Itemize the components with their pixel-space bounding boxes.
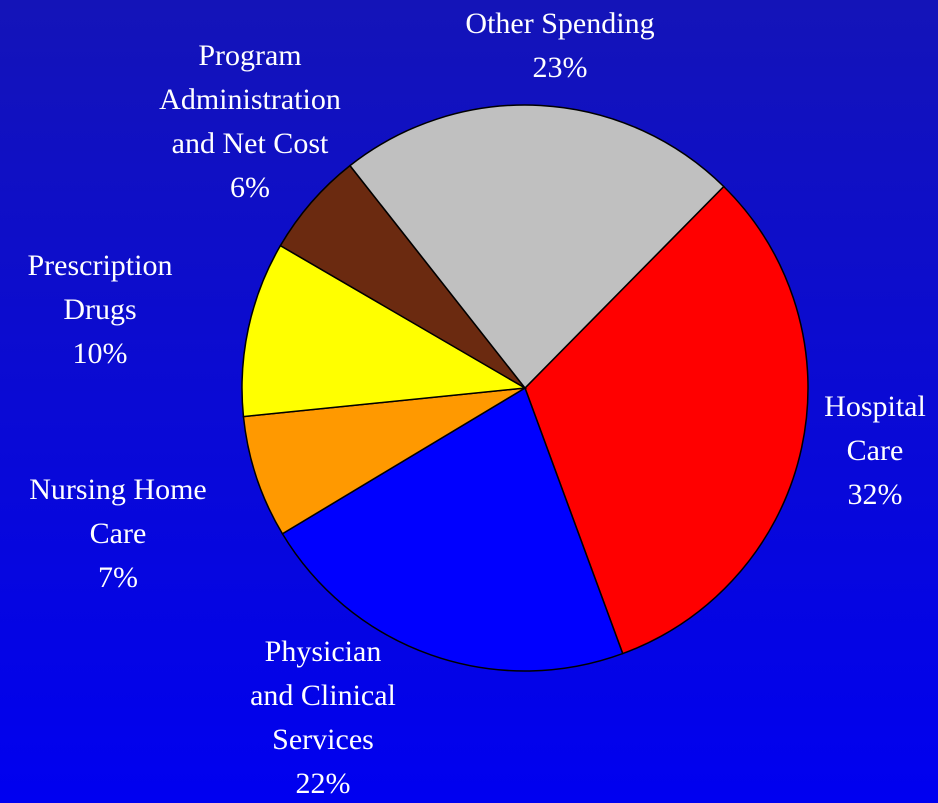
pie-slice: [242, 387, 526, 535]
slice-label: Hospital: [824, 390, 926, 423]
slice-label: Nursing Home: [29, 473, 206, 506]
slice-value-label: 7%: [98, 561, 138, 594]
slice-value-label: 10%: [73, 337, 128, 370]
pie-slice: [348, 104, 725, 390]
slice-value-label: 32%: [848, 478, 903, 511]
slice-value-label: 22%: [296, 767, 351, 800]
slice-label: Prescription: [28, 249, 173, 282]
slice-label: Other Spending: [465, 7, 654, 40]
pie-slice: [241, 244, 528, 418]
slice-label: Services: [272, 723, 374, 756]
slice-label: Physician: [265, 635, 382, 668]
slice-label: Care: [847, 434, 904, 467]
slice-label: and Net Cost: [172, 127, 329, 160]
pie-slice: [281, 386, 624, 672]
pie-slice: [524, 185, 809, 655]
slice-label: Administration: [159, 83, 341, 116]
slice-label: Program: [198, 39, 301, 72]
slice-label: and Clinical: [250, 679, 396, 712]
slice-value-label: 23%: [533, 51, 588, 84]
slice-label: Drugs: [63, 293, 136, 326]
slice-value-label: 6%: [230, 171, 270, 204]
slice-label: Care: [90, 517, 147, 550]
